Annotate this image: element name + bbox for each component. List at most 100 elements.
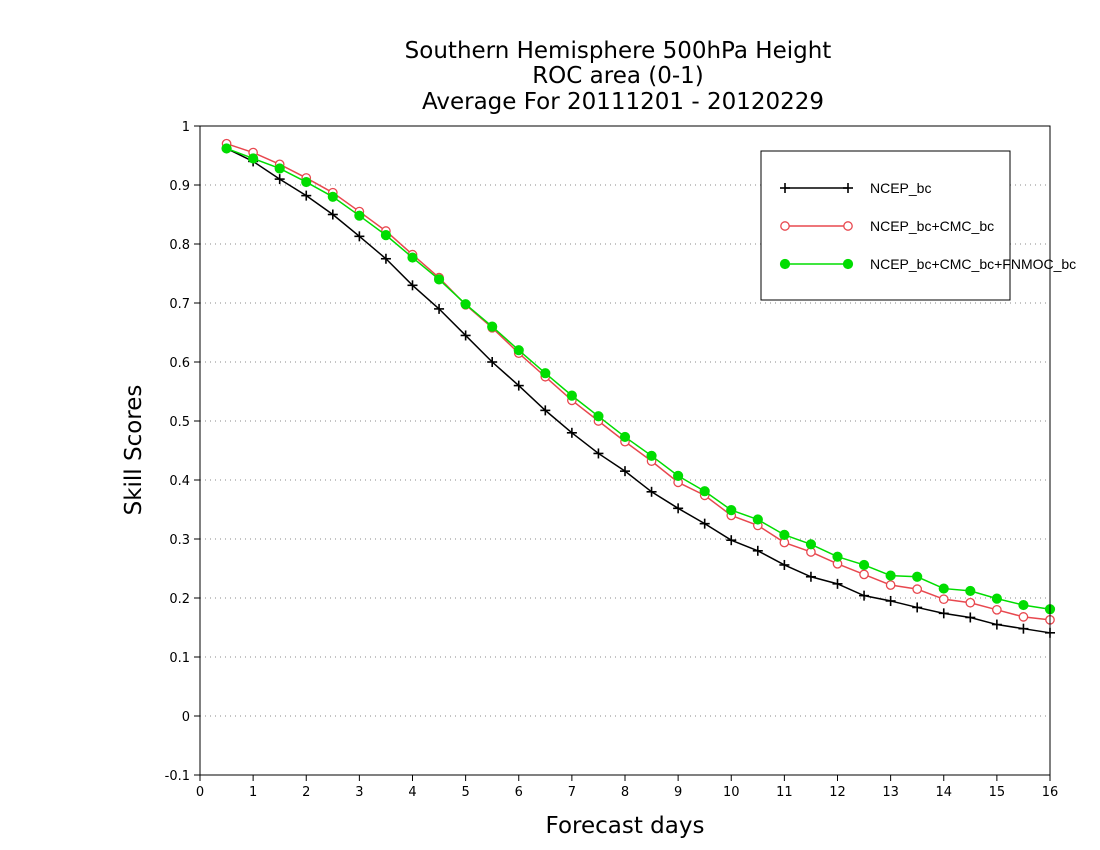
data-point	[407, 252, 418, 263]
data-point	[593, 411, 604, 422]
x-tick-label: 10	[723, 785, 740, 800]
y-axis: 1 0.9 0.8 0.7 0.6 0.5 0.4 0.3 0.2 0.1 0 -0.1	[165, 120, 200, 784]
data-point	[965, 585, 976, 597]
data-point	[752, 545, 763, 556]
data-point	[673, 470, 684, 481]
y-tick-label: -0.1	[165, 769, 190, 784]
data-point	[1018, 612, 1029, 622]
data-point	[540, 405, 551, 416]
data-point	[673, 503, 684, 514]
data-point	[620, 466, 630, 477]
legend-swatch-marker	[843, 183, 853, 193]
data-point	[327, 209, 338, 220]
y-tick-label: 0.8	[169, 238, 190, 253]
data-point	[912, 602, 923, 613]
data-point	[1018, 623, 1029, 634]
data-point	[380, 253, 391, 264]
data-point	[274, 163, 285, 174]
legend-swatch-marker	[780, 183, 790, 193]
data-point	[912, 571, 923, 582]
x-tick-label: 3	[355, 785, 363, 800]
data-point	[832, 551, 843, 562]
data-point	[487, 357, 498, 367]
data-point	[938, 583, 949, 594]
series-1	[221, 143, 1055, 638]
legend: NCEP_bc NCEP_bc+CMC_bc NCEP_bc+CMC_bc+FNMO…	[760, 150, 1076, 301]
x-tick-label: 4	[408, 785, 416, 800]
data-point	[992, 604, 1002, 615]
data-point	[301, 176, 312, 188]
data-point	[805, 539, 817, 550]
legend-swatch-marker	[843, 221, 853, 231]
data-point	[779, 529, 790, 540]
chart-title-line-3: Average For 20111201 - 20120229	[422, 89, 824, 115]
data-point	[991, 593, 1002, 604]
data-point	[513, 345, 524, 356]
data-point	[699, 486, 710, 497]
x-tick-label: 8	[621, 785, 629, 800]
y-tick-label: 0.3	[169, 533, 190, 548]
x-tick-label: 12	[829, 785, 846, 800]
x-tick-label: 15	[989, 785, 1006, 800]
legend-swatch-marker	[842, 258, 854, 270]
data-point	[460, 299, 471, 310]
data-point	[885, 570, 896, 581]
legend-swatch-marker	[780, 221, 790, 231]
x-tick-label: 9	[674, 785, 682, 800]
data-point	[699, 518, 710, 529]
data-point	[593, 448, 604, 459]
legend-label: NCEP_bc+CMC_bc	[870, 218, 994, 234]
data-point	[248, 153, 259, 164]
data-point	[779, 559, 790, 570]
data-point	[274, 174, 285, 185]
grid-lines	[200, 184, 1050, 717]
data-point	[460, 330, 471, 341]
data-point	[832, 578, 843, 589]
data-point	[566, 427, 577, 438]
y-axis-title: Skill Scores	[121, 385, 147, 516]
x-tick-label: 16	[1042, 785, 1059, 800]
x-axis-title: Forecast days	[546, 813, 705, 839]
data-point	[327, 191, 338, 202]
y-tick-label: 0.5	[169, 415, 190, 430]
data-point	[513, 380, 524, 391]
x-tick-label: 0	[196, 785, 204, 800]
y-tick-label: 0.4	[169, 474, 190, 489]
x-tick-label: 11	[776, 785, 793, 800]
y-tick-label: 0.1	[169, 651, 190, 666]
data-point	[858, 559, 870, 571]
data-point	[354, 231, 365, 242]
legend-entry: NCEP_bc	[780, 180, 931, 196]
data-point	[938, 608, 949, 619]
data-point	[885, 580, 896, 590]
y-tick-label: 1	[182, 120, 190, 135]
data-point	[965, 612, 976, 623]
x-tick-label: 6	[515, 785, 523, 800]
x-tick-label: 2	[302, 785, 310, 800]
data-point	[646, 450, 657, 461]
x-tick-label: 14	[935, 785, 952, 800]
y-tick-label: 0.9	[169, 179, 190, 194]
y-tick-label: 0.7	[169, 297, 190, 312]
data-point	[221, 143, 232, 154]
data-point	[566, 390, 577, 401]
data-point	[965, 597, 976, 608]
x-tick-label: 5	[461, 785, 469, 800]
legend-entry: NCEP_bc+CMC_bc+FNMOC_bc	[779, 256, 1076, 272]
data-point	[646, 486, 657, 497]
data-point	[354, 210, 365, 221]
data-point	[912, 584, 923, 595]
x-tick-label: 13	[882, 785, 899, 800]
data-point	[885, 595, 896, 606]
data-point	[859, 569, 869, 580]
data-point	[859, 590, 870, 601]
x-tick-label: 1	[249, 785, 257, 800]
data-point	[540, 368, 551, 379]
data-point	[407, 280, 418, 291]
data-point	[938, 594, 949, 605]
data-point	[991, 619, 1002, 630]
data-point	[726, 535, 737, 546]
data-point	[433, 274, 445, 285]
data-point	[752, 514, 763, 525]
